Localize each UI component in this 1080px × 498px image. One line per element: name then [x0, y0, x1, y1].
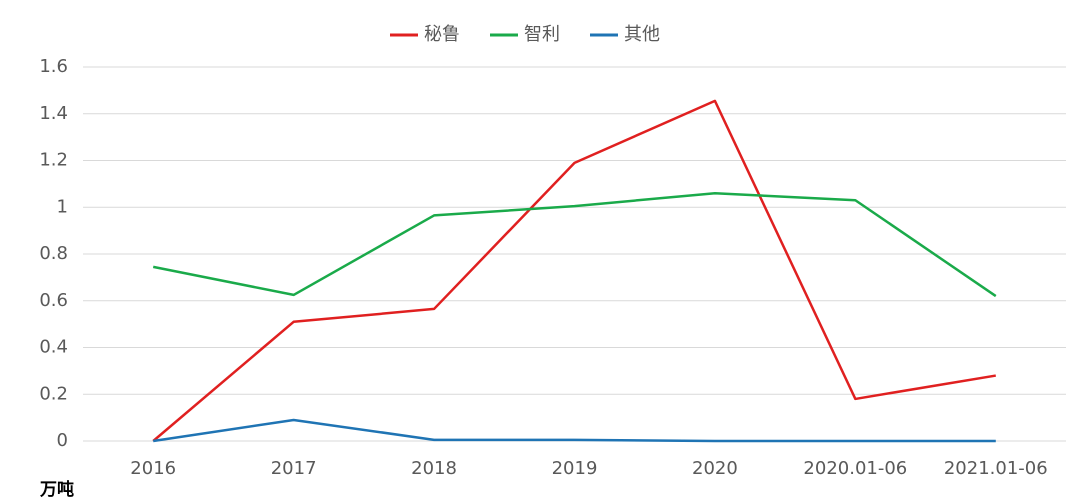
- x-tick-label: 2019: [552, 458, 598, 479]
- y-tick-label: 1: [57, 196, 68, 217]
- y-tick-label: 0.6: [39, 290, 68, 311]
- line-series: [153, 418, 996, 443]
- legend-label: 智利: [524, 24, 560, 45]
- y-tick-label: 0.4: [39, 337, 68, 358]
- y-tick-label: 0.8: [39, 243, 68, 264]
- y-tick-label: 1.4: [39, 103, 68, 124]
- legend-label: 其他: [624, 24, 660, 45]
- line-series: [152, 191, 997, 298]
- line-series: [152, 99, 996, 442]
- y-tick-label: 0.2: [39, 383, 68, 404]
- x-tick-label: 2020: [692, 458, 738, 479]
- x-tick-label: 2016: [130, 458, 176, 479]
- y-tick-label: 0: [57, 430, 68, 451]
- y-axis-label: 万吨: [39, 479, 74, 498]
- y-tick-label: 1.2: [39, 150, 68, 171]
- y-tick-label: 1.6: [39, 56, 68, 77]
- x-tick-label: 2020.01-06: [803, 458, 907, 479]
- legend-label: 秘鲁: [424, 24, 460, 45]
- x-tick-label: 2018: [411, 458, 457, 479]
- x-tick-label: 2017: [271, 458, 317, 479]
- x-tick-label: 2021.01-06: [944, 458, 1048, 479]
